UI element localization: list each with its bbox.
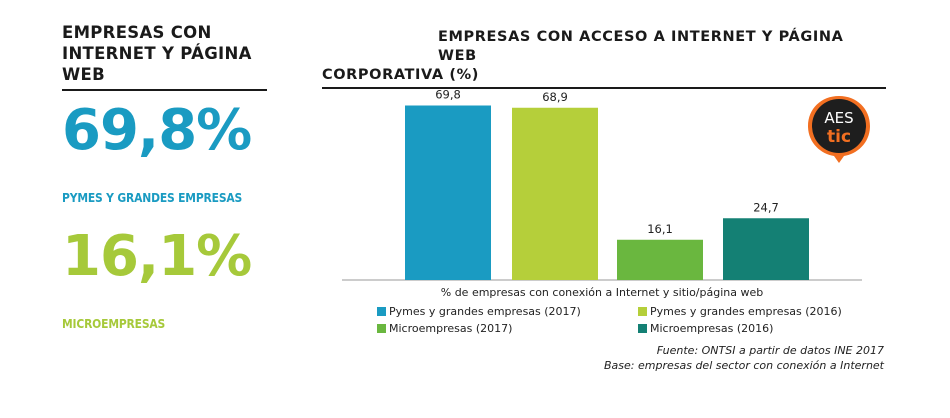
legend-label-2: Pymes y grandes empresas (2016) xyxy=(650,305,842,318)
chart-title-line2: CORPORATIVA (%) xyxy=(322,67,479,83)
logo-text-top: AES xyxy=(824,109,853,127)
logo-text-bottom: tic xyxy=(827,127,851,147)
legend-label-4: Microempresas (2016) xyxy=(650,322,774,335)
stat-value-micro: 16,1% xyxy=(62,224,252,289)
legend-swatch-2 xyxy=(638,307,647,316)
aestic-logo-icon: AES tic xyxy=(806,94,872,168)
source-note: Fuente: ONTSI a partir de datos INE 2017… xyxy=(604,343,884,373)
stat-value-pymes: 69,8% xyxy=(62,98,252,163)
bar-value-label-4: 24,7 xyxy=(753,200,779,214)
legend-item-4: Microempresas (2016) xyxy=(638,322,773,335)
legend-item-1: Pymes y grandes empresas (2017) xyxy=(377,305,581,318)
left-panel: EMPRESAS CON INTERNET Y PÁGINA WEB xyxy=(62,22,267,91)
bar-value-label-1: 69,8 xyxy=(435,88,461,102)
chart-title-line1: EMPRESAS CON ACCESO A INTERNET Y PÁGINA … xyxy=(438,29,844,64)
legend-item-3: Microempresas (2017) xyxy=(377,322,512,335)
legend-label-1: Pymes y grandes empresas (2017) xyxy=(389,305,581,318)
bar-2 xyxy=(512,107,598,280)
legend-label-3: Microempresas (2017) xyxy=(389,322,513,335)
stat-label-micro: MICROEMPRESAS xyxy=(62,316,166,331)
x-axis-label: % de empresas con conexión a Internet y … xyxy=(440,286,764,299)
legend-swatch-3 xyxy=(377,324,386,333)
legend-swatch-4 xyxy=(638,324,647,333)
bar-3 xyxy=(617,239,703,280)
source-line-1: Fuente: ONTSI a partir de datos INE 2017 xyxy=(656,344,884,357)
bar-1 xyxy=(405,105,491,280)
bar-value-label-3: 16,1 xyxy=(647,222,673,236)
legend-item-2: Pymes y grandes empresas (2016) xyxy=(638,305,842,318)
legend-swatch-1 xyxy=(377,307,386,316)
chart-title: EMPRESAS CON ACCESO A INTERNET Y PÁGINA … xyxy=(322,28,886,89)
bar-value-label-2: 68,9 xyxy=(542,90,568,104)
source-line-2: Base: empresas del sector con conexión a… xyxy=(604,359,884,372)
left-panel-title: EMPRESAS CON INTERNET Y PÁGINA WEB xyxy=(62,22,267,91)
stat-label-pymes: PYMES Y GRANDES EMPRESAS xyxy=(62,190,243,205)
bar-4 xyxy=(723,218,809,280)
